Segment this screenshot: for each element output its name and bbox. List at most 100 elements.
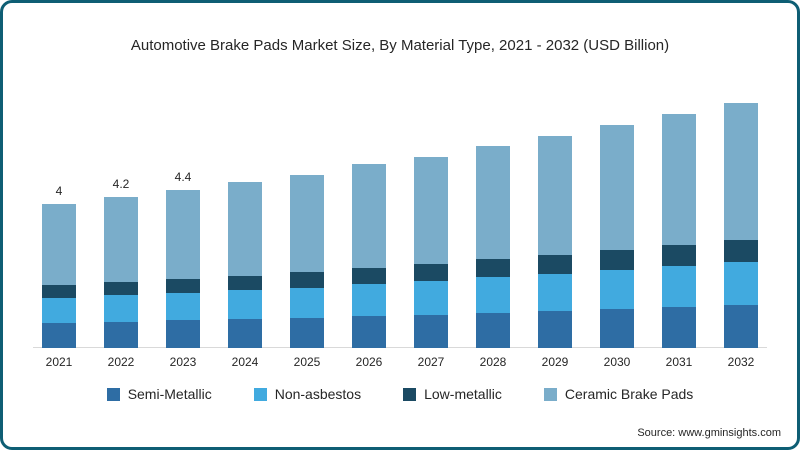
bar-segment-low-metallic (414, 264, 448, 282)
bar-segment-ceramic-brake-pads (476, 146, 510, 260)
bar-group-2022: 4.2 2022 (101, 177, 141, 372)
bar-segment-non-asbestos (414, 281, 448, 315)
bar-segment-semi-metallic (352, 315, 386, 348)
bar-stack (600, 124, 634, 348)
x-axis-label: 2031 (665, 355, 693, 369)
bar-segment-low-metallic (352, 267, 386, 284)
plot-area: 4 2021 4.2 2022 4.4 2023 2024 2025 2026 2027 2028 2… (33, 72, 767, 372)
legend-item-low-metallic: Low-metallic (403, 386, 502, 402)
bar-group-2026: 2026 (349, 144, 389, 372)
bar-stack (104, 196, 138, 348)
x-axis-label: 2030 (603, 355, 631, 369)
bar-group-2025: 2025 (287, 155, 327, 372)
bar-stack (662, 114, 696, 348)
bar-stack (228, 182, 262, 348)
x-axis-line (33, 347, 767, 348)
bar-segment-semi-metallic (538, 310, 572, 348)
bar-segment-ceramic-brake-pads (600, 124, 634, 251)
bar-segment-semi-metallic (662, 306, 696, 348)
bar-stack (42, 204, 76, 348)
x-axis-label: 2032 (727, 355, 755, 369)
bar-value-label: 4.4 (174, 169, 192, 184)
legend-marker-non-asbestos (253, 387, 267, 401)
legend-marker-ceramic-brake-pads (543, 387, 557, 401)
bar-segment-non-asbestos (166, 292, 200, 321)
bar-stack (414, 157, 448, 348)
bar-segment-ceramic-brake-pads (290, 175, 324, 273)
legend-item-semi-metallic: Semi-Metallic (106, 386, 212, 402)
legend-label: Non-asbestos (274, 386, 362, 402)
bar-segment-ceramic-brake-pads (538, 135, 572, 255)
bar-segment-non-asbestos (476, 277, 510, 313)
bar-stack (166, 189, 200, 348)
bar-segment-non-asbestos (662, 265, 696, 307)
bar-segment-ceramic-brake-pads (104, 196, 138, 283)
bar-segment-semi-metallic (228, 319, 262, 348)
bar-segment-ceramic-brake-pads (228, 182, 262, 276)
bar-stack (352, 164, 386, 348)
x-axis-label: 2026 (355, 355, 383, 369)
bar-segment-low-metallic (662, 245, 696, 266)
bar-group-2023: 4.4 2023 (163, 170, 203, 372)
bar-segment-non-asbestos (290, 287, 324, 318)
legend-marker-semi-metallic (106, 387, 120, 401)
x-axis-label: 2021 (45, 355, 73, 369)
x-axis-label: 2024 (231, 355, 259, 369)
bar-segment-non-asbestos (600, 270, 634, 310)
bar-stack (290, 175, 324, 348)
legend-label: Ceramic Brake Pads (564, 386, 694, 402)
x-axis-label: 2022 (107, 355, 135, 369)
bar-segment-semi-metallic (166, 320, 200, 348)
legend-label: Low-metallic (424, 386, 502, 402)
bar-value-label: 4.2 (112, 176, 130, 191)
bar-segment-ceramic-brake-pads (724, 103, 758, 241)
bar-stack (538, 135, 572, 348)
bar-segment-semi-metallic (42, 322, 76, 348)
bar-stack (724, 103, 758, 348)
bar-group-2028: 2028 (473, 126, 513, 372)
bar-segment-low-metallic (538, 254, 572, 274)
bar-segment-ceramic-brake-pads (352, 164, 386, 268)
bar-segment-low-metallic (476, 259, 510, 278)
bars-container: 4 2021 4.2 2022 4.4 2023 2024 2025 2026 2027 2028 2… (33, 72, 767, 372)
bar-group-2031: 2031 (659, 94, 699, 372)
bar-segment-low-metallic (166, 278, 200, 293)
legend-item-ceramic-brake-pads: Ceramic Brake Pads (543, 386, 694, 402)
bar-segment-low-metallic (42, 285, 76, 298)
bar-segment-non-asbestos (228, 290, 262, 320)
bar-segment-low-metallic (600, 250, 634, 271)
bar-group-2021: 4 2021 (39, 184, 79, 372)
bar-group-2032: 2032 (721, 83, 761, 372)
bar-group-2027: 2027 (411, 137, 451, 372)
bar-segment-ceramic-brake-pads (166, 189, 200, 279)
chart-title: Automotive Brake Pads Market Size, By Ma… (130, 37, 670, 54)
x-axis-label: 2028 (479, 355, 507, 369)
bar-segment-semi-metallic (414, 314, 448, 348)
bar-segment-semi-metallic (476, 312, 510, 348)
bar-segment-non-asbestos (104, 295, 138, 322)
bar-segment-semi-metallic (290, 317, 324, 348)
bar-segment-non-asbestos (42, 297, 76, 323)
bar-segment-non-asbestos (352, 283, 386, 316)
legend: Semi-Metallic Non-asbestos Low-metallic … (3, 386, 797, 402)
bar-segment-non-asbestos (538, 273, 572, 311)
bar-segment-low-metallic (228, 275, 262, 291)
bar-segment-low-metallic (290, 272, 324, 288)
bar-segment-semi-metallic (600, 309, 634, 348)
x-axis-label: 2029 (541, 355, 569, 369)
bar-segment-ceramic-brake-pads (42, 204, 76, 286)
bar-segment-low-metallic (104, 282, 138, 296)
legend-marker-low-metallic (403, 387, 417, 401)
bar-stack (476, 146, 510, 348)
x-axis-label: 2023 (169, 355, 197, 369)
bar-group-2024: 2024 (225, 162, 265, 372)
legend-label: Semi-Metallic (127, 386, 212, 402)
bar-group-2030: 2030 (597, 105, 637, 372)
x-axis-label: 2025 (293, 355, 321, 369)
bar-segment-ceramic-brake-pads (414, 157, 448, 265)
legend-item-non-asbestos: Non-asbestos (253, 386, 362, 402)
bar-segment-non-asbestos (724, 262, 758, 306)
bar-segment-ceramic-brake-pads (662, 114, 696, 246)
bar-segment-semi-metallic (724, 305, 758, 348)
